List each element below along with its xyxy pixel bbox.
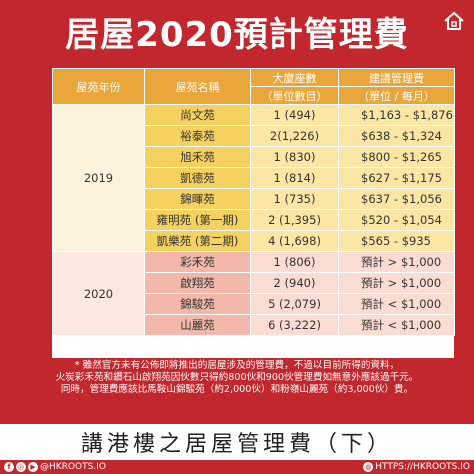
estate-name: 錦駿苑 xyxy=(144,293,251,315)
units-cell: 1 (494) xyxy=(250,104,339,126)
units-cell: 1 (735) xyxy=(250,188,339,210)
fee-cell: $565 - $935 xyxy=(338,230,455,252)
table-row: 凱樂苑 (第二期) 4 (1,698) $565 - $935 xyxy=(53,230,455,252)
units-cell: 5 (2,079) xyxy=(250,293,339,315)
table-row: 山麗苑 6 (3,222) 預計 < $1,000 xyxy=(53,314,455,336)
fee-cell: $638 - $1,324 xyxy=(338,125,455,147)
fee-cell: $800 - $1,265 xyxy=(338,146,455,168)
estate-name: 裕泰苑 xyxy=(144,125,251,147)
year-cell-2019: 2019 xyxy=(52,104,145,252)
globe-icon: ◍ xyxy=(363,462,374,472)
series-banner: 講港樓之居屋管理費（下） xyxy=(0,424,474,460)
estate-name: 錦暉苑 xyxy=(144,188,251,210)
estate-name: 彩禾苑 xyxy=(144,251,251,273)
estate-name: 凱樂苑 (第二期) xyxy=(144,230,251,252)
website-link[interactable]: HTTPS://HKROOTS.IO xyxy=(375,462,470,472)
fee-cell: $637 - $1,056 xyxy=(338,188,455,210)
estate-name: 旭禾苑 xyxy=(144,146,251,168)
header-year: 屋苑年份 xyxy=(52,68,145,105)
instagram-icon[interactable]: ◎ xyxy=(16,462,26,472)
year-cell-2020: 2020 xyxy=(52,251,145,336)
header-units-sub: （單位數目） xyxy=(250,86,339,105)
fee-cell: 預計 > $1,000 xyxy=(338,272,455,294)
header-fee-sub: （單位 / 每月） xyxy=(338,86,455,105)
units-cell: 6 (3,222) xyxy=(250,314,339,336)
estate-name: 尚文苑 xyxy=(144,104,251,126)
footnote-line: 同時，管理費應該比馬鞍山錦駿苑（約2,000伙）和粉嶺山麗苑（約3,000伙）貴… xyxy=(60,384,414,395)
estate-name: 山麗苑 xyxy=(144,314,251,336)
units-cell: 1 (806) xyxy=(250,251,339,273)
estate-name: 雍明苑 (第一期) xyxy=(144,209,251,231)
footnote: * 雖然官方未有公佈即將推出的居屋涉及的管理費，不過以目前所得的資料， 火炭彩禾… xyxy=(0,360,474,426)
fee-cell: $520 - $1,054 xyxy=(338,209,455,231)
header-fee: 建議管理費 xyxy=(338,68,455,87)
units-cell: 2(1,226) xyxy=(250,125,339,147)
estate-name: 凱德苑 xyxy=(144,167,251,189)
fee-cell: 預計 > $1,000 xyxy=(338,251,455,273)
table-row: 錦暉苑 1 (735) $637 - $1,056 xyxy=(53,188,455,210)
table-row: 2019 尚文苑 1 (494) $1,163 - $1,876 xyxy=(52,104,455,252)
header-units: 大廈座數 xyxy=(250,68,339,87)
table-row: 裕泰苑 2(1,226) $638 - $1,324 xyxy=(53,125,455,147)
page-title: 居屋2020預計管理費 xyxy=(65,14,409,55)
social-footer: f ◎ ▶ @HKROOTS.IO ◍ HTTPS://HKROOTS.IO xyxy=(0,460,474,474)
social-handle[interactable]: @HKROOTS.IO xyxy=(40,462,106,472)
fee-cell: $1,163 - $1,876 xyxy=(338,104,455,126)
facebook-icon[interactable]: f xyxy=(4,462,14,472)
fee-cell: 預計 < $1,000 xyxy=(338,314,455,336)
home-icon xyxy=(444,11,464,30)
youtube-icon[interactable]: ▶ xyxy=(28,462,38,472)
units-cell: 1 (830) xyxy=(250,146,339,168)
estate-name: 啟翔苑 xyxy=(144,272,251,294)
fee-cell: $627 - $1,175 xyxy=(338,167,455,189)
table-row: 雍明苑 (第一期) 2 (1,395) $520 - $1,054 xyxy=(53,209,455,231)
units-cell: 2 (940) xyxy=(250,272,339,294)
units-cell: 4 (1,698) xyxy=(250,230,339,252)
units-cell: 2 (1,395) xyxy=(250,209,339,231)
fee-cell: 預計 < $1,000 xyxy=(338,293,455,315)
table-row: 2020 彩禾苑 1 (806) 預計 > $1,000 xyxy=(52,251,455,336)
management-fee-table: 屋苑年份 屋苑名稱 大廈座數 建議管理費 （單位數目） （單位 / 每月） 20… xyxy=(52,68,455,336)
table-row: 凱德苑 1 (814) $627 - $1,175 xyxy=(53,167,455,189)
footnote-line: * 雖然官方未有公佈即將推出的居屋涉及的管理費，不過以目前所得的資料， xyxy=(74,360,400,371)
header-name: 屋苑名稱 xyxy=(144,68,251,105)
footnote-line: 火炭彩禾苑和鑽石山啟翔苑因伙數只得約800伙和900伙管理費如無意外應該過千元。 xyxy=(55,372,419,383)
units-cell: 1 (814) xyxy=(250,167,339,189)
